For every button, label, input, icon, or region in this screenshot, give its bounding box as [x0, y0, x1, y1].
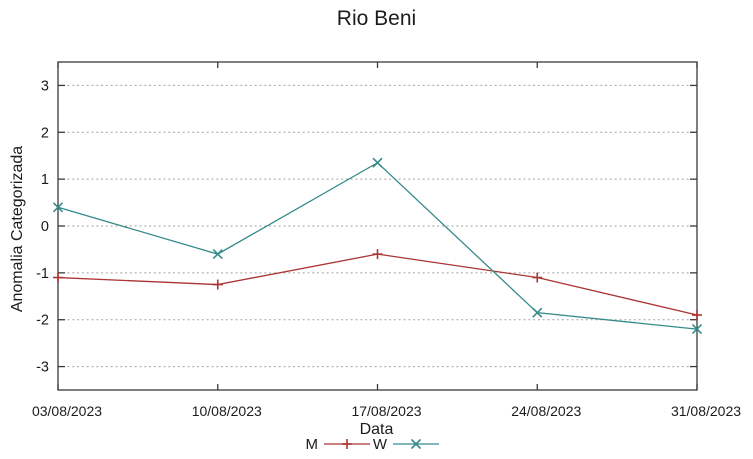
y-tick-label: -1 — [36, 266, 49, 282]
series-marker-cross — [372, 157, 383, 168]
x-tick-label: 17/08/2023 — [351, 403, 421, 419]
legend-label-M: M — [306, 436, 319, 453]
x-axis-label: Data — [359, 421, 394, 438]
y-tick-label: -3 — [36, 360, 49, 376]
series-line-M — [57, 253, 698, 316]
series-line-W — [57, 161, 698, 330]
series-marker-cross — [212, 249, 223, 260]
y-axis-label: Anomalia Categorizada — [9, 145, 26, 313]
series-marker-cross — [691, 324, 703, 335]
x-tick-label: 24/08/2023 — [511, 403, 581, 419]
y-tick-label: -2 — [36, 313, 49, 329]
x-tick-label: 31/08/2023 — [671, 403, 741, 419]
chart-title: Rio Beni — [336, 7, 417, 30]
y-tick-label: 2 — [41, 125, 49, 141]
series-marker-cross — [532, 307, 543, 318]
x-tick-label: 03/08/2023 — [32, 403, 102, 419]
y-tick-label: 0 — [41, 219, 49, 235]
legend-label-W: W — [373, 436, 388, 453]
x-tick-label: 10/08/2023 — [192, 403, 262, 419]
series-marker-cross — [52, 202, 64, 213]
y-tick-label: 3 — [41, 78, 49, 94]
series-marker-cross — [410, 438, 422, 450]
y-tick-label: 1 — [41, 172, 49, 188]
